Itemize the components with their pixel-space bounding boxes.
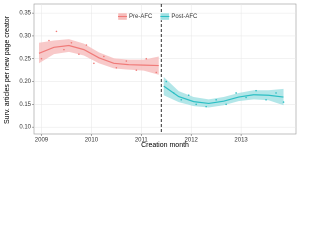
data-point (155, 71, 158, 74)
data-point (70, 41, 73, 44)
data-point (165, 80, 168, 83)
y-tick-label: 0.30 (19, 34, 31, 40)
data-point (187, 94, 190, 97)
data-point (245, 96, 247, 99)
data-point (135, 69, 138, 71)
data-point (55, 30, 58, 33)
y-tick-label: 0.25 (19, 56, 31, 62)
data-point (145, 57, 148, 60)
data-point (63, 48, 65, 51)
y-tick-label: 0.35 (19, 11, 31, 17)
y-axis-title: Surv. articles per new page creator (4, 15, 11, 124)
data-point (93, 62, 95, 65)
plot-panel (33, 3, 297, 135)
x-axis-title: Creation month (141, 142, 189, 149)
data-point (255, 89, 257, 92)
trend-line (38, 44, 159, 67)
x-tick-label: 2013 (234, 138, 248, 144)
y-tick-label: 0.20 (19, 79, 31, 85)
data-point (282, 101, 285, 103)
data-point (205, 105, 207, 108)
y-tick-label: 0.15 (19, 102, 31, 108)
data-point (195, 103, 197, 106)
data-point (78, 53, 80, 55)
data-point (125, 60, 128, 62)
data-point (275, 92, 277, 94)
confidence-band (163, 76, 284, 108)
data-point (85, 44, 88, 46)
trend-line (163, 85, 284, 105)
x-tick-label: 2011 (135, 138, 149, 144)
data-point (215, 98, 217, 101)
data-point (225, 103, 227, 106)
data-point (115, 67, 118, 69)
y-tick-label: 0.10 (19, 125, 31, 131)
confidence-band (38, 39, 159, 75)
legend-label: Pre-AFC (129, 14, 153, 20)
x-tick-label: 2009 (35, 138, 49, 144)
chart: Creation month Surv. articles per new pa… (4, 3, 297, 149)
data-point (40, 57, 43, 60)
legend-label: Post-AFC (171, 14, 198, 20)
data-point (265, 98, 267, 101)
data-point (180, 98, 183, 101)
x-tick-label: 2012 (185, 138, 199, 144)
data-point (103, 55, 105, 58)
x-tick-label: 2010 (85, 138, 99, 144)
data-point (235, 92, 237, 94)
data-point (48, 39, 50, 42)
